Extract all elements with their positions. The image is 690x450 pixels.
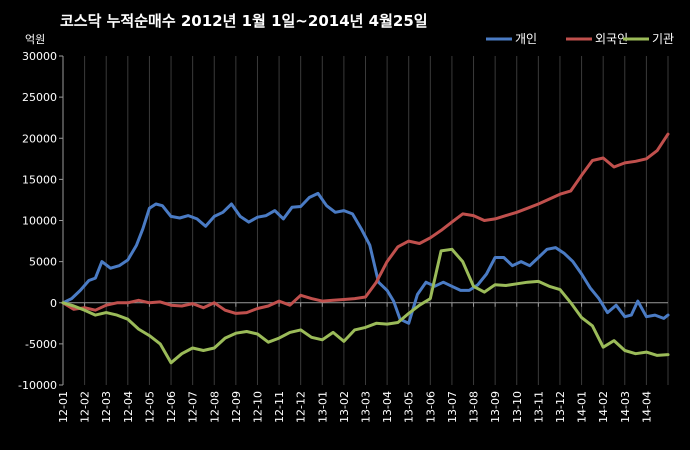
x-tick-label: 13-11 bbox=[532, 391, 545, 423]
legend-label: 외국인 bbox=[595, 32, 628, 46]
x-tick-label: 12-03 bbox=[100, 391, 113, 423]
x-tick-label: 12-10 bbox=[251, 391, 264, 423]
plot-area bbox=[61, 132, 670, 365]
y-tick-label: 30000 bbox=[22, 50, 57, 63]
x-tick-label: 13-03 bbox=[360, 391, 373, 423]
y-tick-label: -10000 bbox=[18, 379, 57, 392]
x-tick-label: 13-04 bbox=[381, 391, 394, 423]
x-tick-label: 12-07 bbox=[187, 391, 200, 423]
series-line bbox=[61, 191, 670, 325]
x-tick-label: 14-04 bbox=[640, 391, 653, 423]
x-tick-label: 13-09 bbox=[489, 391, 502, 423]
x-tick-label: 12-05 bbox=[143, 391, 156, 423]
x-tick-label: 13-08 bbox=[468, 391, 481, 423]
x-tick-label: 13-06 bbox=[424, 391, 437, 423]
x-tick-label: 13-01 bbox=[316, 391, 329, 423]
x-tick-label: 12-11 bbox=[273, 391, 286, 423]
y-tick-label: 10000 bbox=[22, 215, 57, 228]
y-axis: 30000 25000 20000 15000 10000 5000 0 -5000 -1000… bbox=[18, 50, 64, 392]
x-axis: 12-01 12-02 12-03 12-04 12-05 12-06 12-07 12-08… bbox=[57, 302, 668, 423]
x-tick-label: 12-09 bbox=[230, 391, 243, 423]
x-tick-label: 12-08 bbox=[208, 391, 221, 423]
x-tick-label: 12-04 bbox=[122, 391, 135, 423]
x-tick-label: 13-02 bbox=[338, 391, 351, 423]
y-tick-label: 5000 bbox=[29, 256, 57, 269]
legend-label: 기관 bbox=[652, 32, 674, 46]
y-tick-label: 25000 bbox=[22, 91, 57, 104]
x-tick-label: 13-05 bbox=[403, 391, 416, 423]
y-tick-label: 20000 bbox=[22, 132, 57, 145]
x-tick-label: 12-02 bbox=[79, 391, 92, 423]
legend: 개인 외국인 기관 bbox=[486, 32, 674, 46]
x-tick-label: 13-12 bbox=[554, 391, 567, 423]
x-tick-label: 14-03 bbox=[619, 391, 632, 423]
y-tick-label: -5000 bbox=[25, 338, 57, 351]
x-tick-label: 13-07 bbox=[446, 391, 459, 423]
x-tick-label: 14-02 bbox=[597, 391, 610, 423]
legend-label: 개인 bbox=[515, 32, 537, 46]
x-tick-label: 14-01 bbox=[576, 391, 589, 423]
series-line bbox=[61, 132, 670, 315]
y-tick-label: 0 bbox=[50, 297, 57, 310]
chart-title: 코스닥 누적순매수 2012년 1월 1일~2014년 4월25일 bbox=[60, 12, 428, 30]
x-tick-label: 13-10 bbox=[511, 391, 524, 423]
x-tick-label: 12-06 bbox=[165, 391, 178, 423]
gridlines bbox=[62, 56, 669, 385]
y-tick-label: 15000 bbox=[22, 173, 57, 186]
series-line bbox=[61, 247, 670, 365]
x-tick-label: 12-01 bbox=[57, 391, 70, 423]
unit-label: 억원 bbox=[25, 33, 45, 46]
x-tick-label: 12-12 bbox=[295, 391, 308, 423]
